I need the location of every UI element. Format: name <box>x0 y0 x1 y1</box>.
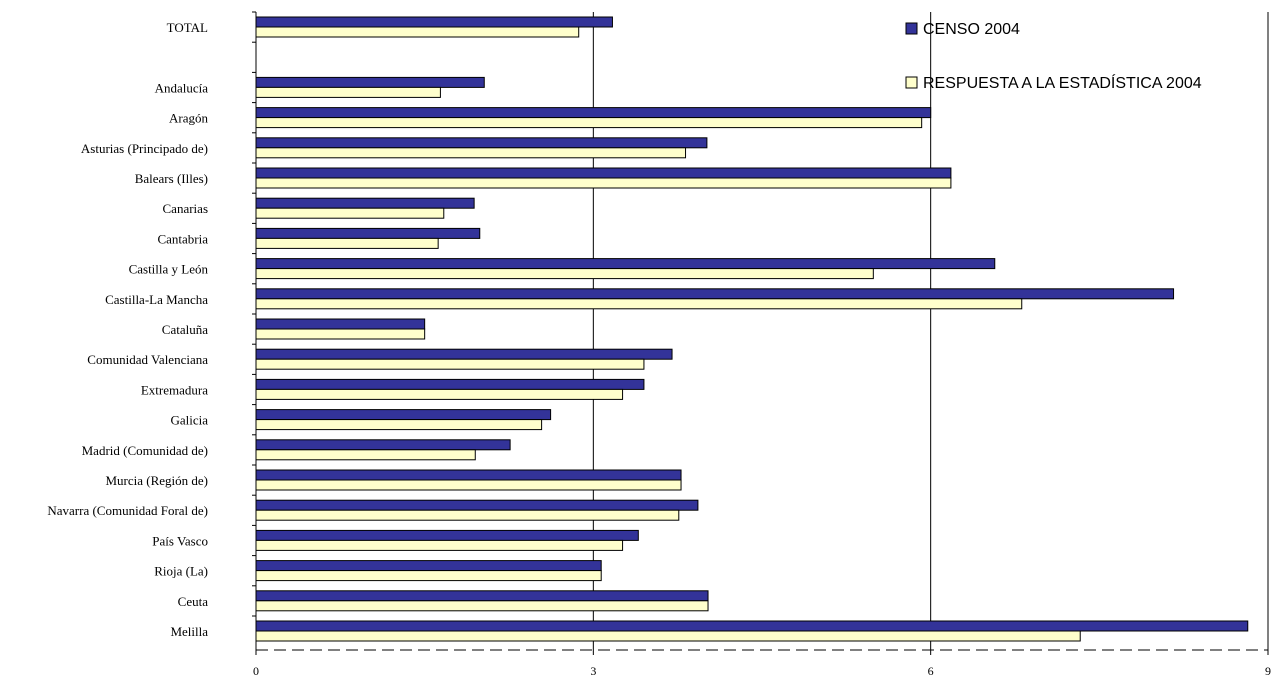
bar-censo-13 <box>256 410 551 420</box>
bar-censo-17 <box>256 530 638 540</box>
bar-censo-9 <box>256 289 1174 299</box>
category-label-11: Comunidad Valenciana <box>87 352 208 367</box>
category-label-3: Aragón <box>169 111 208 126</box>
legend-swatch-censo <box>906 23 917 34</box>
bar-respuesta-17 <box>256 540 623 550</box>
bar-respuesta-14 <box>256 450 475 460</box>
legend-label-respuesta: RESPUESTA A LA ESTADÍSTICA 2004 <box>923 73 1202 92</box>
bar-respuesta-18 <box>256 571 601 581</box>
category-label-8: Castilla y León <box>129 262 209 277</box>
bar-respuesta-12 <box>256 389 623 399</box>
bar-censo-10 <box>256 319 425 329</box>
tick-label-6: 6 <box>928 664 934 677</box>
category-label-7: Cantabria <box>157 231 208 246</box>
tick-label-3: 3 <box>590 664 596 677</box>
bar-censo-20 <box>256 621 1248 631</box>
bar-censo-6 <box>256 198 474 208</box>
category-label-20: Melilla <box>170 624 208 639</box>
bar-censo-19 <box>256 591 708 601</box>
bar-respuesta-15 <box>256 480 681 490</box>
category-label-9: Castilla-La Mancha <box>105 292 208 307</box>
bar-respuesta-19 <box>256 601 708 611</box>
bar-respuesta-0 <box>256 27 579 37</box>
legend-label-censo: CENSO 2004 <box>923 21 1020 38</box>
bar-respuesta-8 <box>256 269 873 279</box>
bar-respuesta-10 <box>256 329 425 339</box>
bar-respuesta-13 <box>256 420 542 430</box>
legend-swatch-respuesta <box>906 77 917 88</box>
bar-censo-4 <box>256 138 707 148</box>
category-label-12: Extremadura <box>141 382 208 397</box>
bar-censo-12 <box>256 379 644 389</box>
category-label-5: Balears (Illes) <box>135 171 208 186</box>
tick-labels: 0 3 6 9 <box>253 664 1271 677</box>
category-label-14: Madrid (Comunidad de) <box>82 443 208 458</box>
bar-censo-16 <box>256 500 698 510</box>
bar-censo-2 <box>256 77 484 87</box>
category-label-10: Cataluña <box>162 322 208 337</box>
bar-censo-8 <box>256 259 995 269</box>
tick-label-0: 0 <box>253 664 259 677</box>
bar-respuesta-2 <box>256 87 440 97</box>
category-label-6: Canarias <box>163 201 208 216</box>
bar-respuesta-20 <box>256 631 1080 641</box>
category-label-13: Galicia <box>170 413 208 428</box>
bar-censo-11 <box>256 349 672 359</box>
bar-respuesta-5 <box>256 178 951 188</box>
category-label-18: Rioja (La) <box>154 564 208 579</box>
bar-respuesta-7 <box>256 238 438 248</box>
bar-censo-18 <box>256 561 601 571</box>
category-label-2: Andalucía <box>155 80 209 95</box>
category-labels: TOTAL Andalucía Aragón Asturias (Principado… <box>47 20 208 639</box>
bar-censo-15 <box>256 470 681 480</box>
bar-respuesta-4 <box>256 148 686 158</box>
category-label-17: País Vasco <box>152 533 208 548</box>
bar-censo-14 <box>256 440 510 450</box>
category-label-19: Ceuta <box>178 594 209 609</box>
bar-censo-7 <box>256 228 480 238</box>
category-label-4: Asturias (Principado de) <box>81 141 208 156</box>
bar-respuesta-11 <box>256 359 644 369</box>
bar-censo-0 <box>256 17 612 27</box>
legend: CENSO 2004 RESPUESTA A LA ESTADÍSTICA 20… <box>906 21 1202 92</box>
bar-respuesta-3 <box>256 118 922 128</box>
category-label-15: Murcia (Región de) <box>105 473 208 488</box>
bar-censo-3 <box>256 108 931 118</box>
bar-respuesta-9 <box>256 299 1022 309</box>
bar-respuesta-16 <box>256 510 679 520</box>
tick-label-9: 9 <box>1265 664 1271 677</box>
bar-respuesta-6 <box>256 208 444 218</box>
category-label-16: Navarra (Comunidad Foral de) <box>47 503 208 518</box>
bar-censo-5 <box>256 168 951 178</box>
category-label-0: TOTAL <box>167 20 208 35</box>
bars <box>256 17 1248 641</box>
